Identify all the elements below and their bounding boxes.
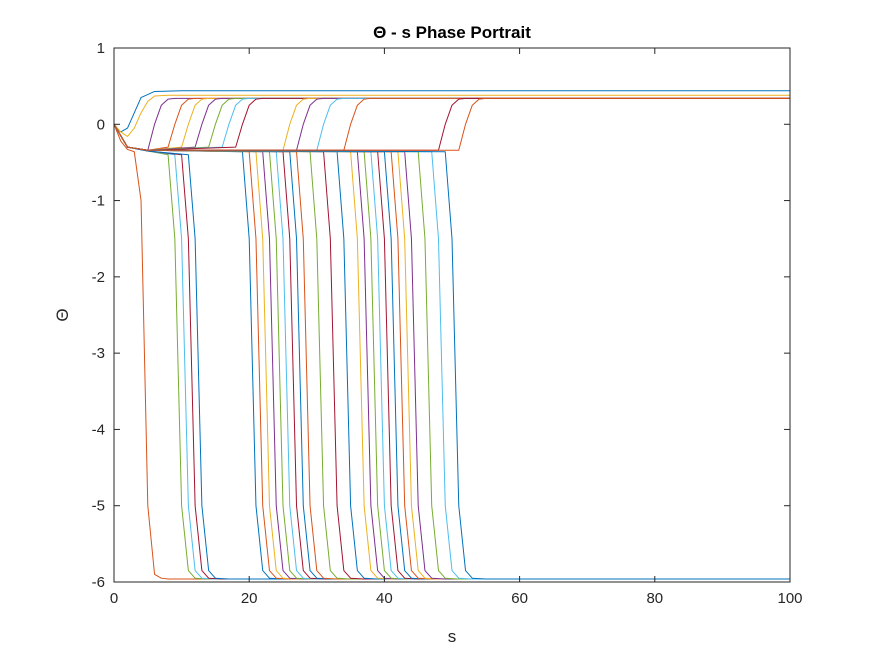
y-tick-label-6: -4 [92, 421, 105, 438]
x-tick-label-4: 60 [511, 590, 528, 607]
x-tick-label-5: 80 [646, 590, 663, 607]
x-tick-label-3: 40 [376, 590, 393, 607]
y-tick-label-4: -2 [92, 269, 105, 286]
x-axis-label: s [448, 627, 457, 646]
y-tick-label-7: -5 [92, 498, 105, 515]
y-tick-label-3: -1 [92, 193, 105, 210]
x-tick-label-1: 0 [110, 590, 118, 607]
y-tick-label-1: 1 [97, 40, 105, 57]
series-layer [113, 90, 790, 580]
chart-title: Θ - s Phase Portrait [373, 23, 531, 42]
plot-area-frame [113, 47, 791, 583]
y-tick-label-2: 0 [97, 116, 105, 133]
series-line-2 [113, 124, 790, 580]
series-line-44 [113, 97, 790, 151]
x-tick-label-2: 20 [241, 590, 258, 607]
plot-area-background [114, 48, 790, 582]
y-tick-label-8: -6 [92, 574, 105, 591]
series-line-3 [113, 94, 790, 137]
y-axis-label: Θ [53, 308, 72, 321]
x-tick-label-6: 100 [777, 590, 802, 607]
y-tick-label-5: -3 [92, 345, 105, 362]
tick-layer: 0 20 40 60 80 100 1 0 -1 -2 -3 -4 -5 -6 [92, 40, 803, 607]
